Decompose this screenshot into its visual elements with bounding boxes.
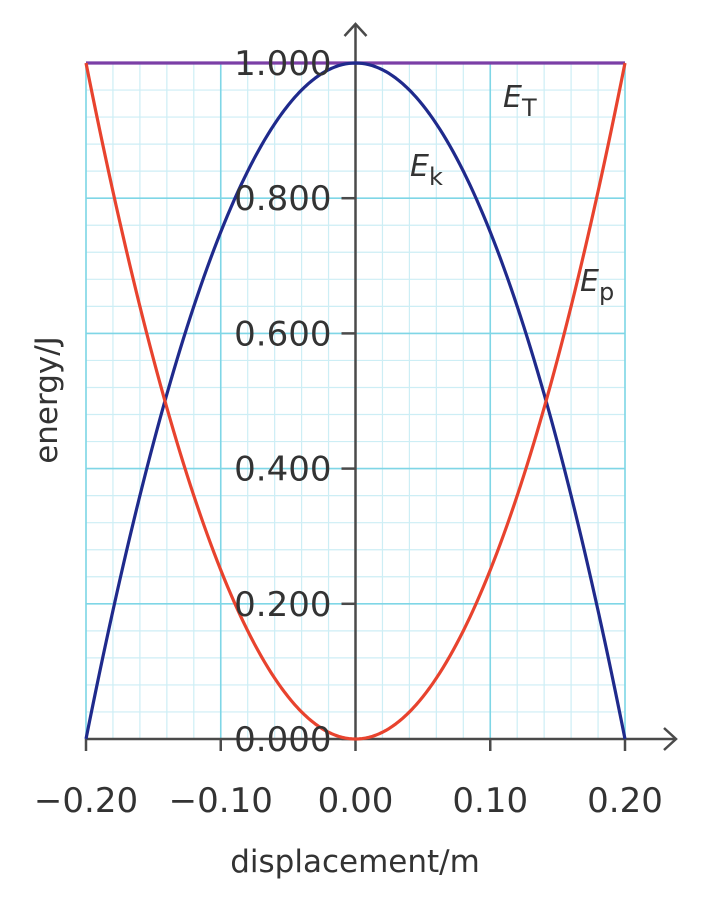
curve-label-total: ET — [503, 80, 537, 122]
y-axis-title: energy/J — [29, 336, 65, 464]
y-tick-label: 0.400 — [234, 450, 331, 490]
y-axis-arrow-icon — [343, 22, 368, 37]
x-tick-label: 0.00 — [318, 781, 394, 821]
x-axis-arrow-icon — [663, 727, 678, 751]
y-tick-label: 0.000 — [234, 720, 331, 760]
curve-labels: ET Ek Ep — [410, 80, 614, 306]
x-axis-title: displacement/m — [230, 844, 480, 880]
x-tick-label: −0.10 — [169, 781, 273, 821]
series-line-potential — [84, 62, 627, 741]
x-tick-label: −0.20 — [34, 781, 138, 821]
y-tick-label: 0.800 — [234, 179, 331, 219]
tick-labels: −0.20 −0.10 0.00 0.10 0.20 0.000 0.200 0.400 0.6… — [34, 44, 663, 821]
x-tick-label: 0.10 — [452, 781, 528, 821]
curve-label-potential: Ep — [580, 264, 614, 306]
series-line-kinetic — [84, 61, 627, 740]
x-tick-label: 0.20 — [587, 781, 663, 821]
curve-label-kinetic: Ek — [410, 149, 443, 191]
y-tick-label: 0.200 — [234, 585, 331, 625]
y-tick-label: 0.600 — [234, 314, 331, 354]
series-lines — [84, 61, 627, 741]
y-tick-label: 1.000 — [234, 44, 331, 84]
axes — [84, 22, 678, 751]
